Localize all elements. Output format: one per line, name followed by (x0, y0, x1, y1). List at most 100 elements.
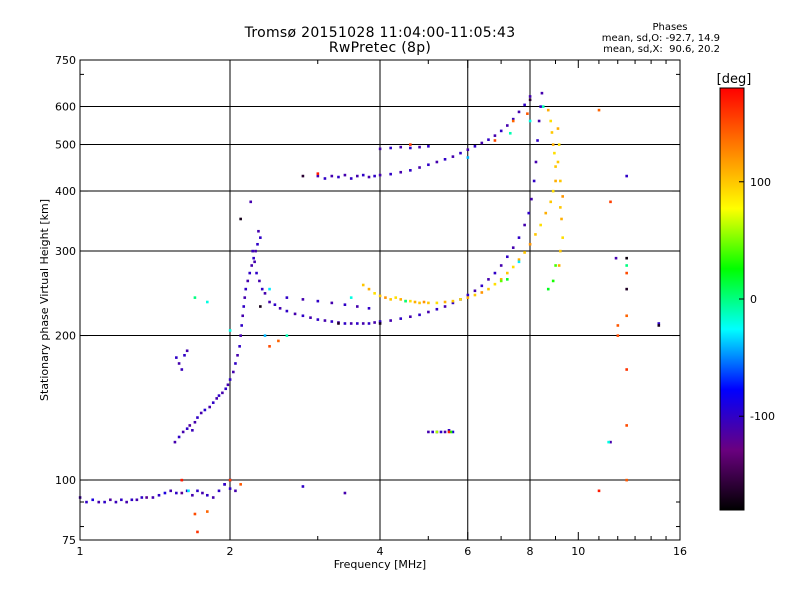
data-point (368, 307, 371, 310)
data-point (399, 171, 402, 174)
data-point (246, 280, 249, 283)
data-point (350, 177, 353, 180)
data-point (558, 143, 561, 146)
data-point (500, 280, 503, 283)
data-point (506, 124, 509, 127)
data-point (257, 230, 260, 233)
data-point (212, 401, 215, 404)
data-point (379, 295, 382, 298)
data-point (91, 498, 94, 501)
data-point (141, 496, 144, 499)
data-point (204, 409, 207, 412)
x-tick-label: 8 (527, 545, 534, 558)
data-point (431, 431, 434, 434)
data-point (264, 292, 267, 295)
data-point (481, 291, 484, 294)
data-point (598, 109, 601, 112)
data-point (506, 272, 509, 275)
data-point (414, 301, 417, 304)
data-point (264, 334, 267, 337)
data-point (125, 501, 128, 504)
y-tick-label: 750 (55, 54, 76, 67)
data-point (302, 314, 305, 317)
data-point (554, 264, 557, 267)
data-point (239, 483, 242, 486)
data-point (389, 319, 392, 322)
data-point (274, 303, 277, 306)
data-point (368, 176, 371, 179)
data-point (344, 492, 347, 495)
data-point (248, 272, 251, 275)
data-point (444, 431, 447, 434)
data-point (356, 305, 359, 308)
data-point (467, 148, 470, 151)
data-point (152, 496, 155, 499)
data-point (253, 261, 256, 264)
data-point (518, 236, 521, 239)
data-point (255, 272, 258, 275)
data-point (362, 284, 365, 287)
data-point (538, 120, 541, 123)
data-point (227, 383, 230, 386)
data-point (526, 112, 529, 115)
data-point (418, 166, 421, 169)
data-point (259, 305, 262, 308)
data-point (302, 485, 305, 488)
data-point (317, 172, 320, 175)
data-point (427, 163, 430, 166)
data-point (529, 243, 532, 246)
data-point (474, 289, 477, 292)
data-point (191, 429, 194, 432)
data-point (541, 92, 544, 95)
y-axis-label: Stationary phase Virtual Height [km] (38, 199, 51, 401)
data-point (409, 143, 412, 146)
data-point (194, 421, 197, 424)
data-point (530, 198, 533, 201)
data-point (229, 329, 232, 332)
data-point (657, 324, 660, 327)
data-point (362, 322, 365, 325)
ionogram-chart: 1 2 4 6 8 10 16 75100200300400500600750 Freque… (0, 0, 800, 600)
x-tick-label: 2 (227, 545, 234, 558)
data-point (554, 165, 557, 168)
data-point (259, 236, 262, 239)
data-point (558, 264, 561, 267)
data-point (379, 174, 382, 177)
data-point (389, 173, 392, 176)
data-point (535, 161, 538, 164)
data-point (196, 490, 199, 493)
data-point (181, 492, 184, 495)
data-point (404, 300, 407, 303)
data-point (552, 143, 555, 146)
data-point (136, 498, 139, 501)
data-point (436, 161, 439, 164)
data-point (487, 278, 490, 281)
data-point (554, 180, 557, 183)
data-point (512, 120, 515, 123)
data-point (384, 296, 387, 299)
data-point (317, 300, 320, 303)
data-point (181, 368, 184, 371)
data-point (337, 176, 340, 179)
data-point (553, 152, 556, 155)
data-point (178, 436, 181, 439)
data-point (182, 431, 185, 434)
y-tick-label: 200 (55, 330, 76, 343)
data-point (223, 483, 226, 486)
data-point (418, 314, 421, 317)
data-point (109, 498, 112, 501)
data-point (452, 300, 455, 303)
data-point (444, 305, 447, 308)
data-point (547, 288, 550, 291)
data-point (317, 318, 320, 321)
data-point (249, 201, 252, 204)
data-point (409, 169, 412, 172)
data-point (518, 261, 521, 264)
data-point (625, 264, 628, 267)
data-point (356, 322, 359, 325)
data-point (418, 146, 421, 149)
data-point (373, 292, 376, 295)
data-point (452, 155, 455, 158)
data-point (256, 243, 259, 246)
data-point (561, 195, 564, 198)
